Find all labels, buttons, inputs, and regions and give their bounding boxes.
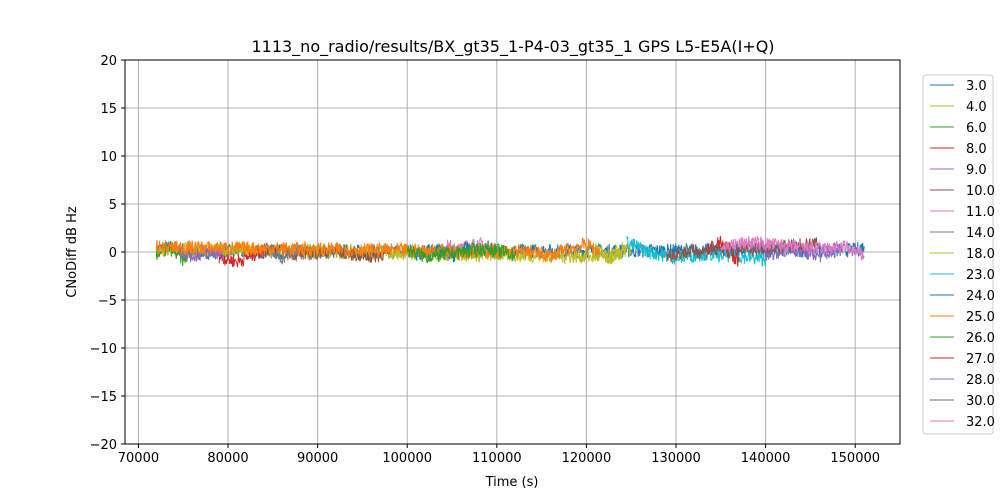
x-tick-label: 70000 (118, 451, 159, 466)
x-tick-label: 110000 (472, 451, 522, 466)
x-tick-label: 100000 (382, 451, 432, 466)
y-tick-label: 20 (100, 54, 117, 69)
y-tick-label: −15 (90, 390, 117, 405)
legend-label: 30.0 (966, 394, 995, 409)
legend-label: 3.0 (966, 79, 987, 94)
legend-label: 4.0 (966, 100, 987, 115)
legend: 3.0 4.0 6.0 8.0 9.0 10.0 11.0 14.0 18.0 23.0 24.0 2… (922, 74, 995, 435)
y-tick-label: 5 (109, 198, 117, 213)
legend-label: 14.0 (966, 226, 995, 241)
series-line-28.0 (765, 243, 838, 263)
x-tick-label: 150000 (830, 451, 880, 466)
x-tick-label: 130000 (651, 451, 701, 466)
x-tick-label: 140000 (741, 451, 791, 466)
series-line-23.0 (626, 236, 767, 267)
legend-label: 18.0 (966, 247, 995, 262)
y-tick-label: −5 (98, 294, 117, 309)
series-line-32.0 (720, 236, 865, 262)
y-tick-label: 0 (109, 246, 117, 261)
series-line-18.0 (594, 243, 623, 265)
legend-label: 6.0 (966, 121, 987, 136)
legend-label: 9.0 (966, 163, 987, 178)
legend-label: 8.0 (966, 142, 987, 157)
legend-label: 26.0 (966, 331, 995, 346)
x-tick-label: 80000 (207, 451, 248, 466)
legend-label: 10.0 (966, 184, 995, 199)
legend-label: 23.0 (966, 268, 995, 283)
y-tick-label: 15 (100, 102, 117, 117)
legend-frame (922, 74, 994, 435)
x-tick-label: 90000 (297, 451, 338, 466)
series-line-8.0 (218, 245, 265, 268)
y-tick-label: −10 (90, 342, 117, 357)
x-tick-label: 120000 (562, 451, 612, 466)
ticks: 70000 80000 90000 100000 110000 120000 130000 1… (90, 54, 880, 466)
legend-label: 25.0 (966, 310, 995, 325)
legend-label: 11.0 (966, 205, 995, 220)
series-line-26.0 (406, 241, 516, 264)
x-axis-label: Time (s) (485, 475, 539, 490)
legend-label: 32.0 (966, 415, 995, 430)
legend-label: 28.0 (966, 373, 995, 388)
series-layer (155, 235, 865, 268)
legend-label: 27.0 (966, 352, 995, 367)
y-tick-label: −20 (90, 438, 117, 453)
chart-title: 1113_no_radio/results/BX_gt35_1-P4-03_gt… (251, 37, 774, 57)
series-line-25.0 (155, 237, 601, 263)
y-tick-label: 10 (100, 150, 117, 165)
legend-label: 24.0 (966, 289, 995, 304)
y-axis-label: CNoDiff dB Hz (65, 206, 80, 298)
